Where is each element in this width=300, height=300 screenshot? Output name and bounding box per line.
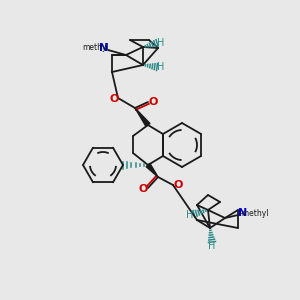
Text: O: O bbox=[109, 94, 119, 104]
Text: H: H bbox=[157, 38, 165, 48]
Text: N: N bbox=[99, 43, 109, 53]
Text: H: H bbox=[208, 241, 216, 251]
Polygon shape bbox=[146, 164, 158, 177]
Text: O: O bbox=[173, 180, 183, 190]
Text: H: H bbox=[157, 62, 165, 72]
Text: O: O bbox=[138, 184, 148, 194]
Text: -methyl: -methyl bbox=[239, 208, 269, 217]
Text: N: N bbox=[238, 208, 247, 218]
Text: H: H bbox=[186, 210, 194, 220]
Text: methyl: methyl bbox=[82, 44, 109, 52]
Text: O: O bbox=[148, 97, 158, 107]
Polygon shape bbox=[135, 108, 150, 127]
